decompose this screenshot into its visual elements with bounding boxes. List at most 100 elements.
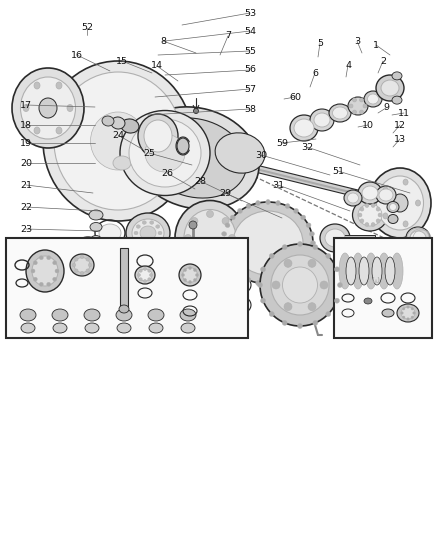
Ellipse shape	[201, 277, 219, 293]
Ellipse shape	[360, 98, 364, 102]
Ellipse shape	[108, 272, 122, 284]
Ellipse shape	[136, 238, 140, 241]
Text: 21: 21	[20, 181, 32, 190]
Ellipse shape	[285, 274, 289, 278]
Ellipse shape	[26, 250, 64, 292]
Ellipse shape	[116, 309, 132, 321]
Ellipse shape	[309, 250, 314, 254]
Ellipse shape	[31, 269, 35, 273]
Ellipse shape	[149, 323, 163, 333]
Ellipse shape	[184, 235, 191, 241]
Ellipse shape	[188, 266, 191, 270]
Ellipse shape	[138, 114, 178, 158]
Ellipse shape	[269, 311, 274, 317]
Text: 12: 12	[394, 120, 406, 130]
Ellipse shape	[313, 320, 318, 325]
Text: 31: 31	[272, 181, 284, 190]
Text: 53: 53	[244, 9, 256, 18]
Ellipse shape	[43, 61, 193, 221]
Ellipse shape	[117, 323, 131, 333]
Ellipse shape	[203, 295, 217, 307]
Ellipse shape	[53, 261, 57, 265]
Text: 15: 15	[116, 56, 128, 66]
Ellipse shape	[56, 127, 62, 134]
Ellipse shape	[258, 282, 262, 287]
Ellipse shape	[362, 186, 378, 200]
Ellipse shape	[220, 241, 226, 245]
Ellipse shape	[260, 244, 340, 326]
Ellipse shape	[294, 119, 314, 137]
Ellipse shape	[148, 269, 151, 272]
Ellipse shape	[131, 107, 259, 209]
Ellipse shape	[352, 253, 364, 289]
Text: 13: 13	[394, 134, 406, 143]
Ellipse shape	[233, 211, 303, 275]
Ellipse shape	[367, 94, 378, 104]
Ellipse shape	[335, 267, 339, 272]
Ellipse shape	[290, 249, 294, 253]
Ellipse shape	[301, 252, 305, 256]
Text: 55: 55	[244, 46, 256, 55]
Bar	[295, 283, 321, 291]
Ellipse shape	[381, 80, 399, 96]
Ellipse shape	[305, 257, 309, 261]
Ellipse shape	[285, 278, 290, 282]
Ellipse shape	[272, 281, 280, 289]
Ellipse shape	[283, 267, 318, 303]
Ellipse shape	[179, 264, 201, 286]
Ellipse shape	[47, 256, 51, 260]
Ellipse shape	[301, 266, 306, 271]
Text: 56: 56	[244, 66, 256, 75]
Ellipse shape	[108, 286, 122, 296]
Ellipse shape	[392, 96, 402, 104]
Ellipse shape	[56, 82, 62, 89]
Ellipse shape	[308, 303, 316, 311]
Text: 28: 28	[194, 176, 206, 185]
Text: 22: 22	[20, 203, 32, 212]
Ellipse shape	[314, 113, 330, 127]
Ellipse shape	[237, 208, 242, 213]
Ellipse shape	[12, 68, 84, 148]
Text: 19: 19	[20, 139, 32, 148]
Ellipse shape	[246, 204, 251, 208]
Ellipse shape	[385, 257, 395, 285]
Ellipse shape	[99, 224, 121, 242]
Ellipse shape	[261, 267, 265, 272]
Ellipse shape	[284, 303, 292, 311]
Ellipse shape	[269, 254, 274, 259]
Ellipse shape	[397, 304, 419, 322]
Ellipse shape	[392, 72, 402, 80]
Ellipse shape	[194, 278, 197, 281]
Ellipse shape	[206, 259, 213, 265]
Text: 20: 20	[20, 158, 32, 167]
Ellipse shape	[136, 225, 140, 228]
Ellipse shape	[189, 264, 201, 274]
Polygon shape	[30, 103, 178, 155]
Ellipse shape	[325, 229, 345, 247]
Ellipse shape	[222, 250, 226, 254]
Ellipse shape	[365, 253, 377, 289]
Ellipse shape	[282, 320, 287, 325]
Ellipse shape	[281, 257, 285, 261]
Text: 3: 3	[354, 36, 360, 45]
Ellipse shape	[184, 278, 187, 281]
Ellipse shape	[145, 134, 185, 172]
Ellipse shape	[32, 256, 58, 286]
Ellipse shape	[407, 306, 409, 308]
Ellipse shape	[149, 273, 152, 277]
Ellipse shape	[113, 156, 131, 170]
Ellipse shape	[80, 255, 84, 259]
Ellipse shape	[148, 309, 164, 321]
Ellipse shape	[335, 298, 339, 303]
Ellipse shape	[150, 221, 154, 224]
Text: 6: 6	[312, 69, 318, 77]
Ellipse shape	[140, 226, 156, 240]
Ellipse shape	[230, 215, 235, 220]
Ellipse shape	[276, 245, 314, 285]
Text: 10: 10	[362, 120, 374, 130]
Ellipse shape	[376, 207, 380, 211]
Ellipse shape	[310, 109, 334, 131]
Ellipse shape	[183, 268, 198, 282]
Ellipse shape	[155, 225, 160, 228]
Ellipse shape	[383, 187, 388, 193]
